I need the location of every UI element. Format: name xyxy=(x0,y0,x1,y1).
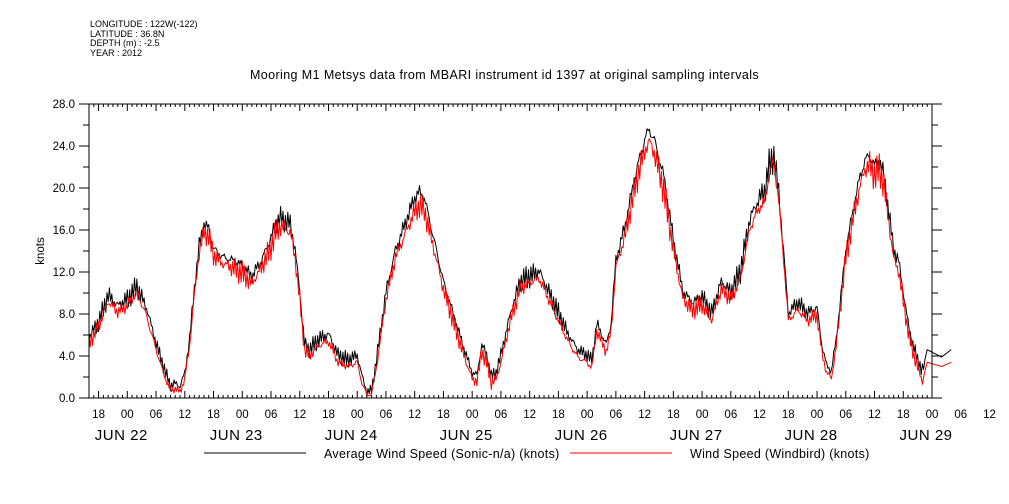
latitude-label: LATITUDE : 36.8N xyxy=(90,28,165,39)
x-tick-label: 18 xyxy=(552,409,565,421)
x-tick-label: 12 xyxy=(983,409,996,421)
y-tick-labels: 0.0 4.0 8.0 12.0 16.0 20.0 24.0 28.0 xyxy=(53,99,75,405)
y-tick-label: 8.0 xyxy=(59,309,75,321)
x-tick-label: 00 xyxy=(696,409,709,421)
x-tick-label: 00 xyxy=(121,409,134,421)
x-tick-label: 00 xyxy=(926,409,939,421)
x-tick-label: 06 xyxy=(954,409,967,421)
x-day-label: JUN 22 xyxy=(95,427,148,444)
series-layer xyxy=(88,128,952,397)
x-tick-label: 00 xyxy=(581,409,594,421)
x-day-label: JUN 29 xyxy=(899,427,952,444)
x-tick-labels: 18 00 06 12 18 00 06 12 18 00 06 12 18 00 06 12 18 00 06 12… xyxy=(92,409,996,444)
x-tick-label: 12 xyxy=(408,409,421,421)
x-tick-label: 12 xyxy=(638,409,651,421)
x-day-label: JUN 23 xyxy=(210,427,263,444)
x-tick-label: 06 xyxy=(495,409,508,421)
year-label: YEAR : 2012 xyxy=(90,47,143,58)
x-tick-label: 18 xyxy=(92,409,105,421)
y-axis-label: knots xyxy=(35,237,47,265)
y-tick-label: 24.0 xyxy=(53,141,75,153)
x-day-label: JUN 24 xyxy=(325,427,378,444)
y-tick-label: 16.0 xyxy=(53,225,75,237)
legend-label-average: Average Wind Speed (Sonic-n/a) (knots) xyxy=(324,447,560,461)
x-tick-label: 00 xyxy=(351,409,364,421)
x-tick-label: 12 xyxy=(523,409,536,421)
x-tick-label: 18 xyxy=(897,409,910,421)
y-tick-label: 28.0 xyxy=(53,99,75,111)
y-tick-label: 4.0 xyxy=(59,351,75,363)
x-tick-label: 00 xyxy=(811,409,824,421)
x-tick-label: 06 xyxy=(150,409,163,421)
x-tick-label: 06 xyxy=(724,409,737,421)
x-tick-label: 12 xyxy=(178,409,191,421)
x-tick-label: 18 xyxy=(322,409,335,421)
x-day-label: JUN 27 xyxy=(670,427,723,444)
x-day-label: JUN 28 xyxy=(785,427,838,444)
x-tick-label: 12 xyxy=(868,409,881,421)
longitude-label: LONGITUDE : 122W(-122) xyxy=(90,19,198,29)
legend: Average Wind Speed (Sonic-n/a) (knots) W… xyxy=(204,447,870,461)
x-tick-label: 12 xyxy=(753,409,766,421)
depth-label: DEPTH (m) : -2.5 xyxy=(90,38,160,48)
axis-ticks xyxy=(79,103,942,399)
metadata-block: LONGITUDE : 122W(-122) LATITUDE : 36.8N … xyxy=(90,19,198,58)
plot-frame xyxy=(88,103,933,399)
y-tick-label: 12.0 xyxy=(53,267,75,279)
x-tick-label: 06 xyxy=(839,409,852,421)
legend-label-windbird: Wind Speed (Windbird) (knots) xyxy=(690,447,870,461)
x-tick-label: 06 xyxy=(265,409,278,421)
x-tick-label: 18 xyxy=(437,409,450,421)
x-tick-label: 18 xyxy=(207,409,220,421)
series-line-1 xyxy=(88,138,952,397)
x-tick-label: 18 xyxy=(782,409,795,421)
x-day-label: JUN 26 xyxy=(555,427,608,444)
y-tick-label: 0.0 xyxy=(59,393,75,405)
x-tick-label: 00 xyxy=(236,409,249,421)
y-tick-label: 20.0 xyxy=(53,183,75,195)
chart-title: Mooring M1 Metsys data from MBARI instru… xyxy=(249,68,760,82)
x-tick-label: 18 xyxy=(667,409,680,421)
x-tick-label: 06 xyxy=(609,409,622,421)
x-day-label: JUN 25 xyxy=(440,427,493,444)
x-tick-label: 12 xyxy=(293,409,306,421)
x-tick-label: 00 xyxy=(466,409,479,421)
x-tick-label: 06 xyxy=(380,409,393,421)
